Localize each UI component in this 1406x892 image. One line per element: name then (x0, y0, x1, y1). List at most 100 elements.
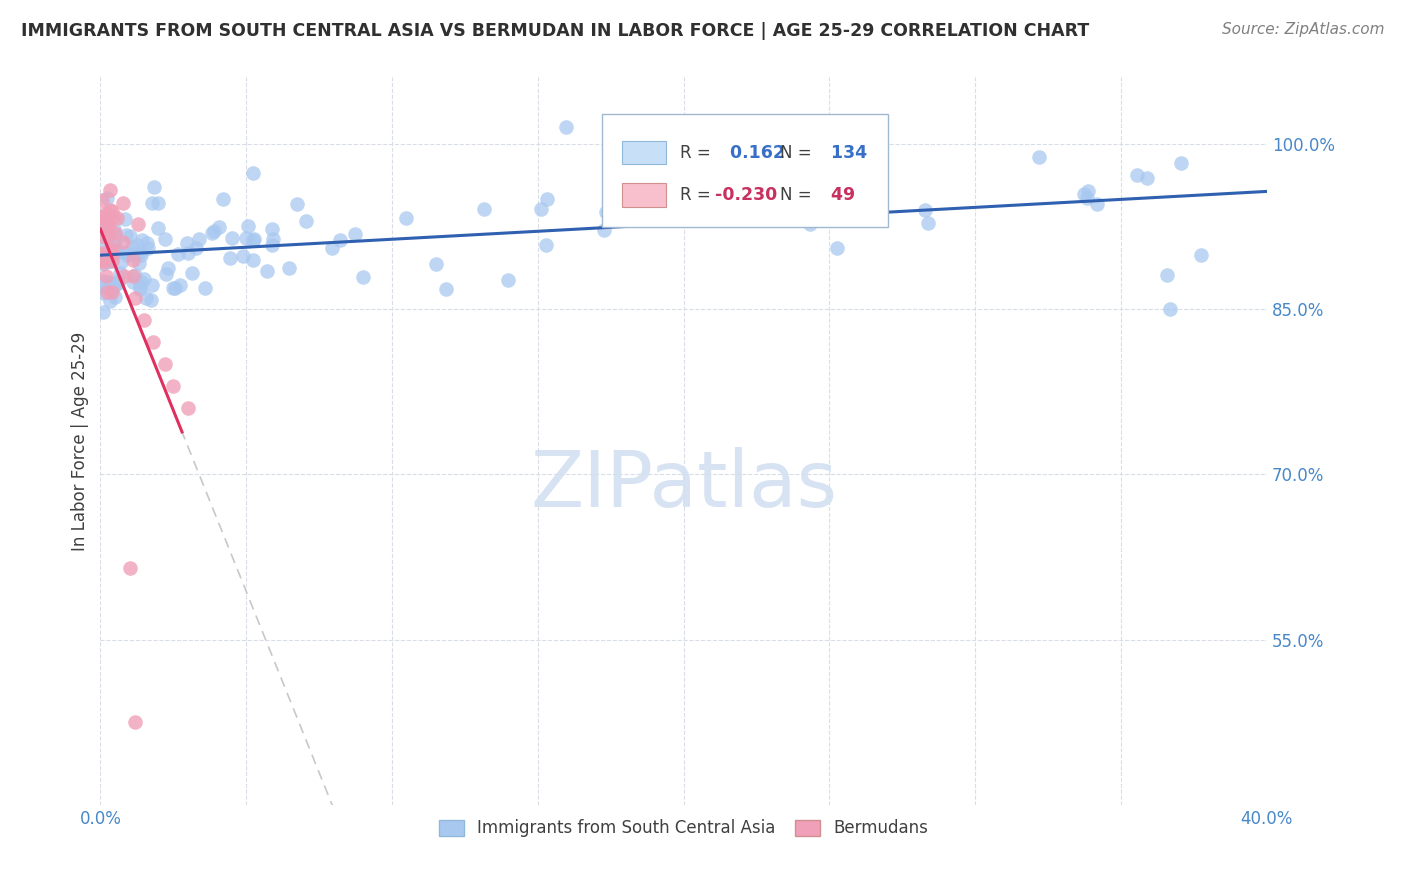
Point (90, 210, 112, 224)
Point (262, 232, 284, 246)
Point (98, 294, 121, 309)
Point (287, 197, 309, 211)
Point (105, 229, 128, 244)
Text: N =: N = (780, 144, 813, 161)
Point (1159, 301, 1181, 316)
Point (221, 231, 243, 245)
Point (329, 233, 352, 247)
Point (155, 267, 177, 281)
Point (100, 244, 122, 258)
Point (121, 248, 143, 262)
Point (104, 290, 127, 304)
Point (105, 211, 128, 226)
Point (121, 240, 143, 254)
Point (706, 190, 728, 204)
Bar (621, 141, 666, 164)
Point (472, 202, 495, 217)
Point (96, 191, 118, 205)
Point (295, 214, 318, 228)
Point (90, 253, 112, 268)
Point (94, 216, 117, 230)
Point (129, 275, 152, 289)
Point (202, 224, 225, 238)
Point (153, 357, 176, 371)
Text: 0.162: 0.162 (724, 144, 786, 161)
Text: -0.230: -0.230 (716, 186, 778, 204)
Point (129, 282, 152, 296)
Point (163, 281, 186, 295)
Point (114, 245, 136, 260)
Point (115, 247, 138, 261)
Point (256, 264, 278, 278)
Point (98, 220, 121, 235)
Point (100, 284, 122, 298)
Text: R =: R = (681, 144, 711, 161)
Point (93, 222, 115, 236)
Point (90, 249, 112, 263)
Point (90, 245, 112, 260)
Point (232, 249, 254, 263)
Point (100, 254, 122, 268)
Point (637, 205, 659, 219)
Point (242, 233, 264, 247)
Point (97, 253, 120, 268)
Point (91, 255, 114, 269)
Point (104, 246, 127, 260)
Point (96, 285, 118, 299)
Point (146, 221, 169, 235)
Point (797, 185, 820, 199)
Point (110, 255, 132, 269)
Point (1170, 156, 1192, 170)
Point (208, 219, 231, 234)
Y-axis label: In Labor Force | Age 25-29: In Labor Force | Age 25-29 (72, 332, 89, 551)
Point (616, 198, 638, 212)
Text: N =: N = (780, 186, 813, 204)
Point (122, 268, 145, 283)
Point (1156, 268, 1178, 283)
Point (101, 210, 124, 224)
Point (97, 244, 120, 259)
Point (98, 202, 121, 217)
Point (593, 223, 616, 237)
Point (91, 274, 114, 288)
Point (711, 146, 734, 161)
Point (124, 268, 146, 283)
Point (112, 268, 135, 283)
Point (595, 204, 617, 219)
Point (180, 266, 202, 280)
Point (101, 247, 124, 261)
Point (132, 313, 155, 327)
Point (129, 244, 152, 259)
Point (96, 248, 118, 262)
Point (105, 244, 128, 259)
Point (97, 211, 120, 226)
Point (118, 561, 141, 575)
Point (124, 715, 146, 730)
Text: IMMIGRANTS FROM SOUTH CENTRAL ASIA VS BERMUDAN IN LABOR FORCE | AGE 25-29 CORREL: IMMIGRANTS FROM SOUTH CENTRAL ASIA VS BE… (21, 22, 1090, 40)
Text: R =: R = (681, 186, 711, 204)
Point (128, 278, 150, 293)
Point (1028, 150, 1050, 164)
Point (98, 253, 121, 268)
Point (1076, 191, 1098, 205)
Point (914, 203, 936, 218)
Point (146, 196, 169, 211)
Point (98, 230, 121, 244)
Point (136, 241, 159, 255)
Point (496, 273, 519, 287)
Point (825, 241, 848, 255)
Point (141, 277, 163, 292)
Point (1189, 248, 1212, 262)
Point (122, 275, 145, 289)
Point (139, 293, 162, 307)
Point (167, 247, 190, 261)
Point (103, 236, 125, 251)
Point (142, 334, 165, 349)
Point (194, 281, 217, 295)
Point (94, 244, 117, 259)
Point (1136, 171, 1159, 186)
Point (103, 226, 125, 240)
Point (343, 227, 366, 242)
Point (101, 203, 124, 218)
Point (242, 253, 264, 268)
